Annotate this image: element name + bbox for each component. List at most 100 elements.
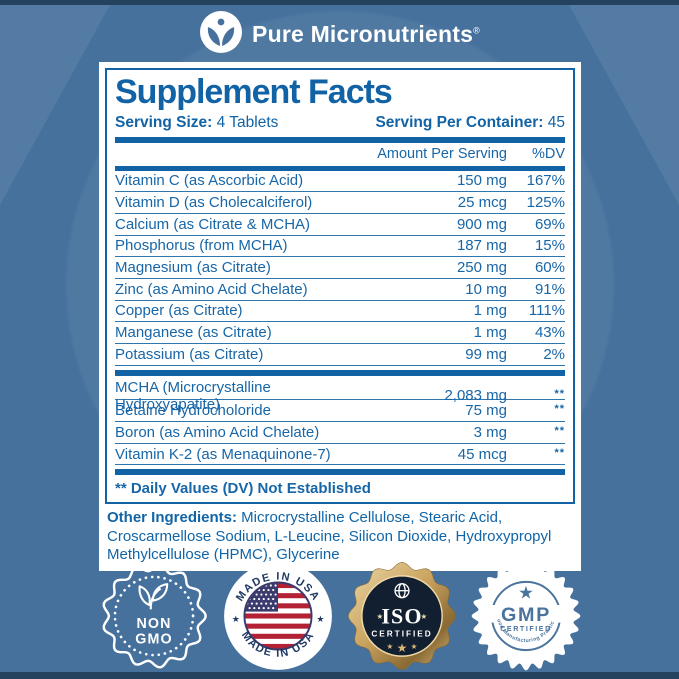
iso-title: ISO: [381, 604, 422, 629]
nutrient-name: Phosphorus (from MCHA): [115, 237, 288, 255]
daily-value-footnote: ** Daily Values (DV) Not Established: [115, 480, 371, 498]
globe-icon: [393, 583, 410, 599]
nutrient-name: Betaine Hydrocholoride: [115, 402, 271, 420]
nutrient-name: Vitamin C (as Ascorbic Acid): [115, 172, 304, 190]
servings-per-container: Serving Per Container: 45: [375, 114, 565, 131]
nutrient-dv: **: [554, 388, 565, 401]
nutrient-amount: 75 mg: [465, 402, 507, 420]
nutrient-rows-secondary: MCHA (Microcrystalline Hydroxyapatite) 2,…: [115, 379, 565, 466]
thick-divider: [115, 137, 565, 143]
nutrient-name: Vitamin D (as Cholecalciferol): [115, 194, 313, 212]
table-row: Phosphorus (from MCHA) 187 mg 15%: [115, 236, 565, 258]
table-row: Vitamin C (as Ascorbic Acid) 150 mg 167%: [115, 171, 565, 193]
gmp-seal-icon: ★ GMP CERTIFIED Good Manufacturing Pract…: [471, 561, 580, 671]
nutrient-amount: 1 mg: [473, 324, 507, 342]
nutrient-amount: 3 mg: [473, 423, 507, 441]
nutrient-name: Copper (as Citrate): [115, 302, 243, 320]
other-ingredients-text: Microcrystalline Cellulose, Stearic Acid…: [107, 509, 552, 564]
facts-table: Supplement Facts Serving Size: 4 Tablets…: [105, 68, 575, 505]
star-icon: ★: [420, 612, 427, 621]
nutrient-amount: 150 mg: [456, 172, 507, 190]
table-row: Boron (as Amino Acid Chelate) 3 mg **: [115, 422, 565, 444]
table-row: Manganese (as Citrate) 1 mg 43%: [115, 322, 565, 344]
nutrient-dv: 43%: [534, 324, 565, 342]
nutrient-name: Boron (as Amino Acid Chelate): [115, 423, 320, 441]
table-row: Vitamin K-2 (as Menaquinone-7) 45 mcg **: [115, 444, 565, 466]
column-header-row: Amount Per Serving %DV: [115, 143, 565, 166]
nutrient-dv: 15%: [534, 237, 565, 255]
table-row: Zinc (as Amino Acid Chelate) 10 mg 91%: [115, 279, 565, 301]
bottom-edge-strip: [0, 672, 679, 679]
col-dv-header: %DV: [531, 146, 565, 162]
star-icon: ★: [518, 582, 534, 602]
table-row: Betaine Hydrocholoride 75 mg **: [115, 400, 565, 423]
star-icon: ★: [376, 612, 383, 621]
nutrient-name: Zinc (as Amino Acid Chelate): [115, 280, 308, 298]
registered-mark: ®: [473, 25, 480, 36]
nutrient-amount: 2,083 mg: [444, 387, 507, 405]
nutrient-dv: 167%: [526, 172, 565, 190]
made-in-usa-seal-icon: MADE IN USA MADE IN USA ★ ★: [223, 562, 332, 670]
nutrient-amount: 25 mcg: [457, 194, 507, 212]
nutrient-amount: 900 mg: [456, 215, 507, 233]
nutrient-dv: 91%: [534, 280, 565, 298]
nutrient-amount: 250 mg: [456, 259, 507, 277]
iso-subtitle: CERTIFIED: [371, 629, 432, 638]
nutrient-dv: **: [554, 403, 565, 416]
iso-certified-badge: ★ ★ ISO CERTIFIED ★ ★ ★: [347, 561, 457, 671]
non-gmo-line1: NON: [136, 616, 171, 632]
nutrient-rows-main: Vitamin C (as Ascorbic Acid) 150 mg 167% Vi…: [115, 171, 565, 366]
serving-info-row: Serving Size: 4 Tablets Serving Per Cont…: [115, 114, 565, 137]
serving-size: Serving Size: 4 Tablets: [115, 114, 279, 131]
nutrient-amount: 10 mg: [465, 280, 507, 298]
facts-title: Supplement Facts: [115, 73, 393, 111]
iso-seal-icon: ★ ★ ISO CERTIFIED ★ ★ ★: [347, 562, 456, 670]
table-row: Potassium (as Citrate) 99 mg 2%: [115, 344, 565, 366]
star-icon: ★: [396, 641, 407, 655]
banner: [479, 605, 572, 623]
brand-name: Pure Micronutrients®: [252, 21, 480, 47]
brand-logo-icon: [199, 10, 243, 59]
section-divider: [115, 369, 565, 376]
other-ingredients: Other Ingredients: Microcrystalline Cell…: [105, 504, 575, 567]
nutrient-name: Magnesium (as Citrate): [115, 259, 271, 277]
non-gmo-badge: NON GMO: [99, 561, 209, 671]
table-row: Calcium (as Citrate & MCHA) 900 mg 69%: [115, 214, 565, 236]
nutrient-name: Vitamin K-2 (as Menaquinone-7): [115, 445, 331, 463]
table-row: Vitamin D (as Cholecalciferol) 25 mcg 125%: [115, 192, 565, 214]
nutrient-name: Potassium (as Citrate): [115, 345, 264, 363]
star-icon: ★: [316, 614, 324, 624]
nutrient-dv: 125%: [526, 194, 565, 212]
nutrient-dv: 69%: [534, 215, 565, 233]
nutrient-name: Calcium (as Citrate & MCHA): [115, 215, 311, 233]
nutrient-dv: **: [554, 424, 565, 437]
non-gmo-seal-icon: NON GMO: [102, 563, 207, 669]
star-icon: ★: [231, 614, 239, 624]
leaf-icon: [137, 583, 168, 610]
made-in-usa-badge: MADE IN USA MADE IN USA ★ ★: [223, 561, 333, 671]
section-divider: [115, 469, 565, 476]
gmp-subtitle: CERTIFIED: [500, 625, 552, 633]
spacer: [115, 146, 337, 162]
table-row: MCHA (Microcrystalline Hydroxyapatite) 2,…: [115, 379, 565, 413]
supplement-facts-panel: Supplement Facts Serving Size: 4 Tablets…: [99, 62, 581, 571]
nutrient-amount: 45 mcg: [457, 445, 507, 463]
other-ingredients-label: Other Ingredients:: [107, 509, 238, 527]
table-row: Magnesium (as Citrate) 250 mg 60%: [115, 257, 565, 279]
brand-header: Pure Micronutrients®: [0, 10, 679, 59]
nutrient-name: Manganese (as Citrate): [115, 324, 272, 342]
table-row: Copper (as Citrate) 1 mg 111%: [115, 301, 565, 323]
nutrient-dv: 60%: [534, 259, 565, 277]
gmp-title: GMP: [500, 604, 550, 626]
star-icon: ★: [386, 642, 393, 651]
thick-divider: [115, 166, 565, 171]
nutrient-name: MCHA (Microcrystalline Hydroxyapatite): [115, 378, 271, 413]
nutrient-amount: 187 mg: [456, 237, 507, 255]
nutrient-dv: 111%: [528, 302, 565, 320]
nutrient-amount: 1 mg: [473, 302, 507, 320]
nutrient-dv: **: [554, 446, 565, 459]
top-edge-strip: [0, 0, 679, 5]
col-amount-header: Amount Per Serving: [377, 146, 507, 162]
nutrient-dv: 2%: [543, 345, 565, 363]
